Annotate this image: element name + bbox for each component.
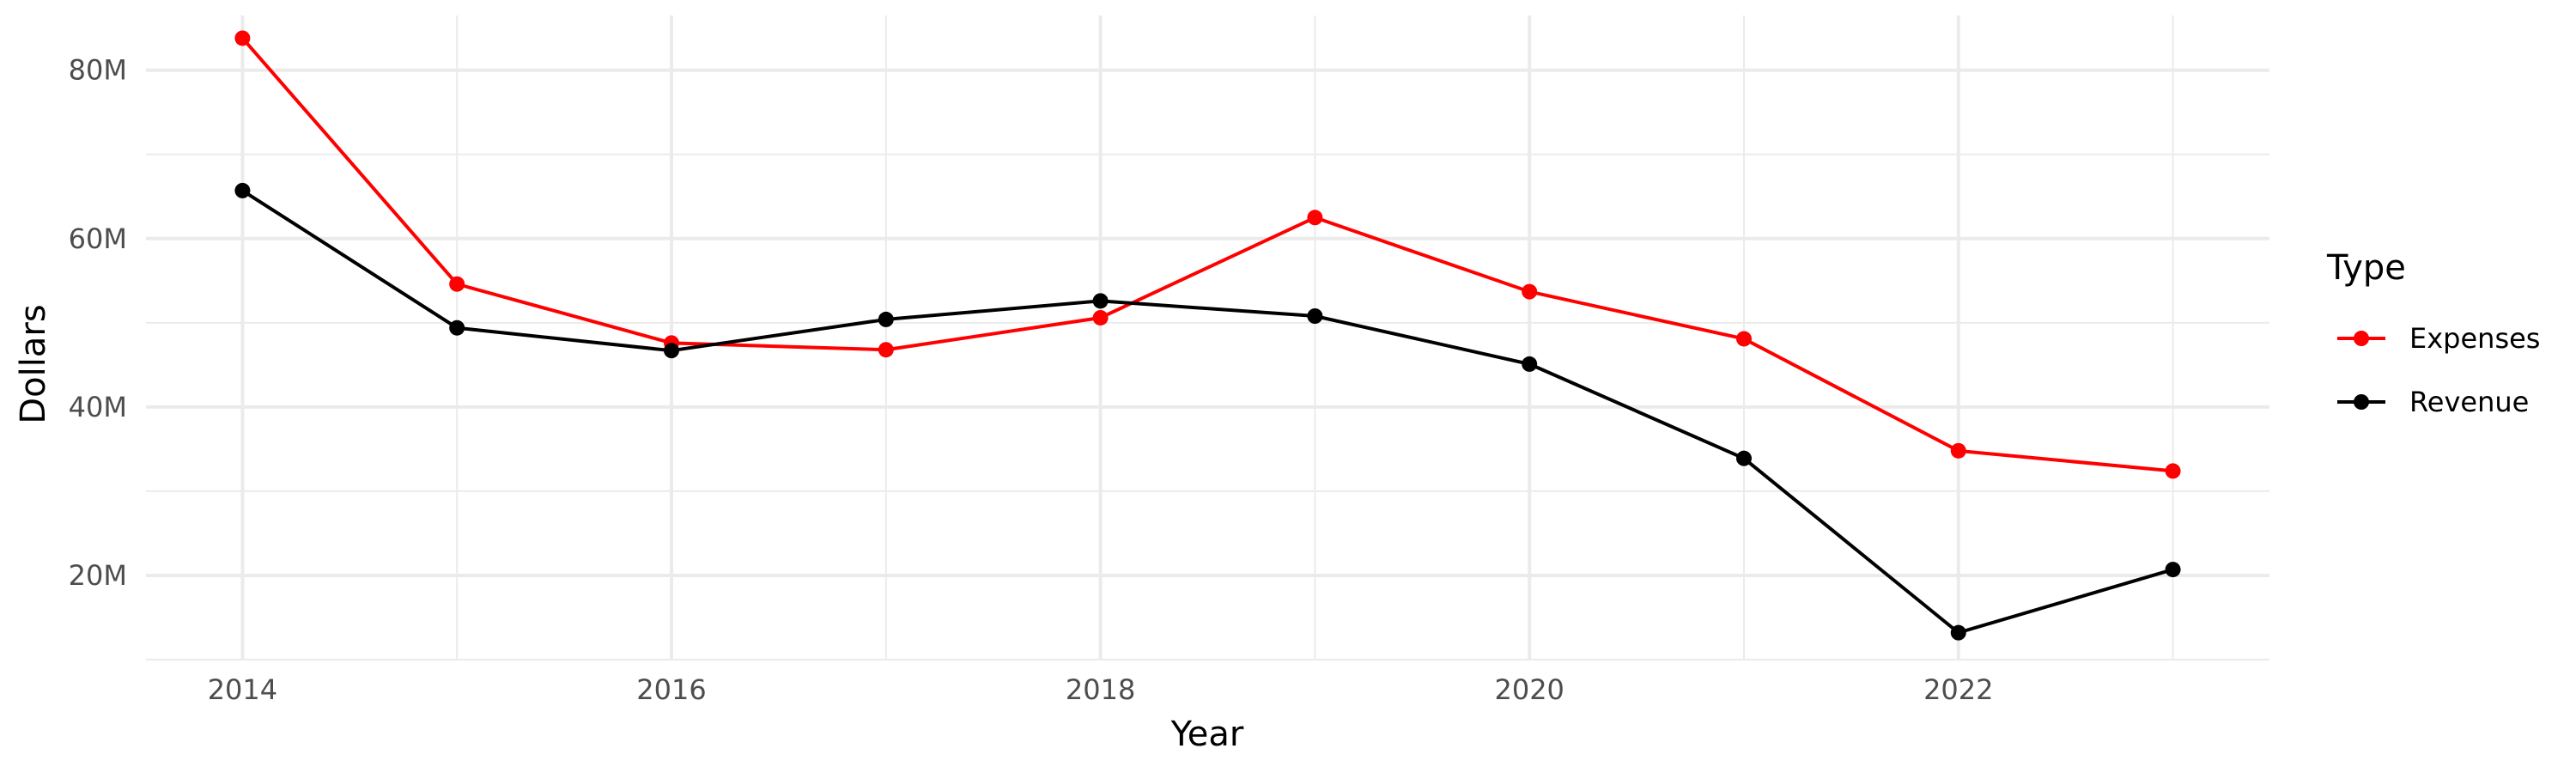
revenue-data-point [664, 343, 680, 359]
series-layer [234, 30, 2181, 641]
expenses-data-point [878, 342, 894, 358]
x-tick-label: 2018 [1066, 673, 1135, 706]
revenue-data-point [1735, 450, 1752, 466]
expenses-data-point [1950, 442, 1966, 459]
expenses-data-point [1522, 283, 1538, 300]
label-layer: Year Dollars [14, 304, 1244, 754]
grid-layer [146, 15, 2269, 660]
x-tick-label: 2020 [1494, 673, 1564, 706]
revenue-data-point [449, 320, 465, 336]
expenses-data-point [234, 30, 251, 46]
revenue-data-point [1950, 624, 1966, 641]
expenses-data-point [1092, 309, 1109, 326]
expenses-data-point [449, 276, 465, 292]
expenses-data-point [1307, 210, 1323, 226]
expenses-data-point [2165, 463, 2181, 479]
axis-layer: 20M 40M 60M 80M 2014 2016 2018 2020 2022 [69, 54, 1994, 706]
x-tick-label: 2016 [636, 673, 706, 706]
legend-title: Type [2326, 248, 2406, 288]
legend-key-point-revenue [2354, 394, 2369, 410]
revenue-data-point [878, 311, 894, 327]
expenses-series-line [240, 37, 2173, 473]
revenue-data-point [234, 182, 251, 198]
revenue-data-point [1307, 308, 1323, 324]
legend-key-point-expenses [2354, 331, 2369, 346]
x-tick-label: 2022 [1923, 673, 1993, 706]
revenue-data-point [1522, 356, 1538, 372]
revenue-series-line [241, 189, 2174, 635]
revenue-data-point [1092, 293, 1109, 309]
x-tick-label: 2014 [208, 673, 277, 706]
legend-label-expenses: Expenses [2409, 322, 2540, 355]
revenue-data-point [2165, 562, 2181, 578]
x-axis-title: Year [1170, 715, 1244, 754]
y-tick-label: 80M [69, 54, 127, 87]
y-tick-label: 20M [69, 559, 127, 592]
y-tick-label: 60M [69, 222, 127, 255]
legend: Type Expenses Revenue [2326, 248, 2540, 418]
expenses-data-point [1735, 331, 1752, 347]
y-tick-label: 40M [69, 391, 127, 423]
legend-label-revenue: Revenue [2409, 386, 2529, 418]
y-axis-title: Dollars [14, 304, 53, 423]
